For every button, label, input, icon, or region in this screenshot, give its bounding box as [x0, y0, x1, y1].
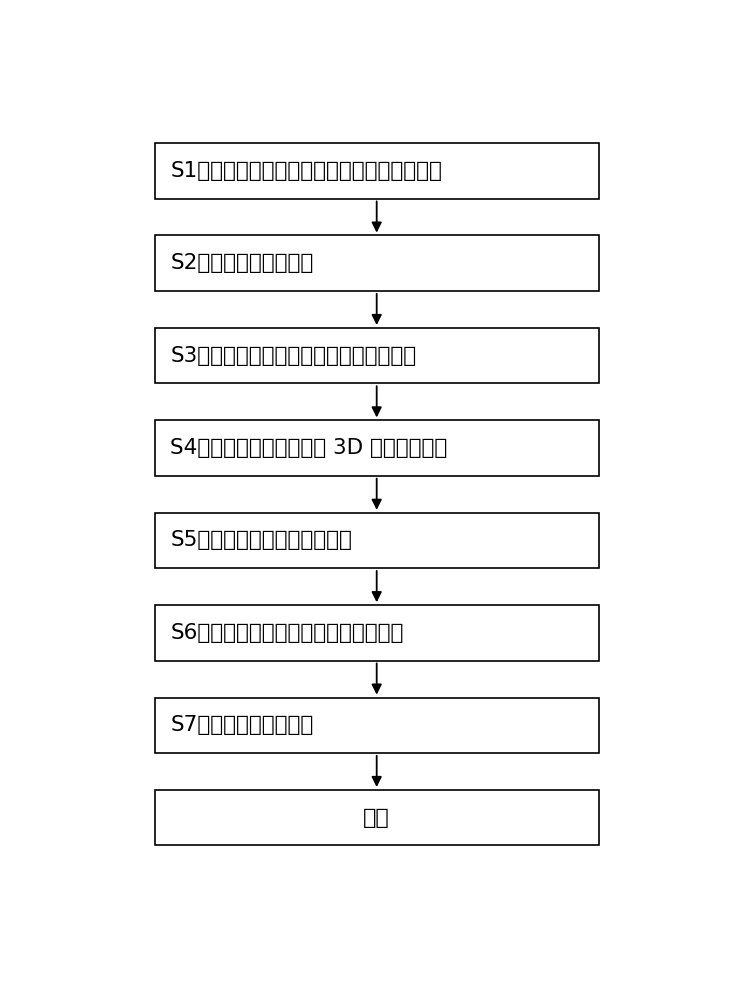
Bar [154, 513, 599, 568]
Text: S3、利用高能激光束在金属板上形成熔池: S3、利用高能激光束在金属板上形成熔池 [171, 346, 417, 366]
Bar [154, 235, 599, 291]
Bar [154, 328, 599, 383]
Bar [154, 605, 599, 661]
Text: S6、继续逐层熔覆至金属试样所需高度: S6、继续逐层熔覆至金属试样所需高度 [171, 623, 404, 643]
Text: S4、制备金属基体粉末并 3D 打印到当前层: S4、制备金属基体粉末并 3D 打印到当前层 [171, 438, 448, 458]
Text: S2、生成材料成型路径: S2、生成材料成型路径 [171, 253, 314, 273]
Bar [154, 698, 599, 753]
Text: S1、金属试样的三维建模并获得层片轮廓数据: S1、金属试样的三维建模并获得层片轮廓数据 [171, 161, 442, 181]
Text: S5、逐层熔覆至夹杂所在位置: S5、逐层熔覆至夹杂所在位置 [171, 530, 352, 550]
Bar [154, 143, 599, 199]
Bar [154, 420, 599, 476]
Text: 结束: 结束 [363, 808, 390, 828]
Bar [154, 790, 599, 845]
Text: S7、去除多余基体材料: S7、去除多余基体材料 [171, 715, 314, 735]
